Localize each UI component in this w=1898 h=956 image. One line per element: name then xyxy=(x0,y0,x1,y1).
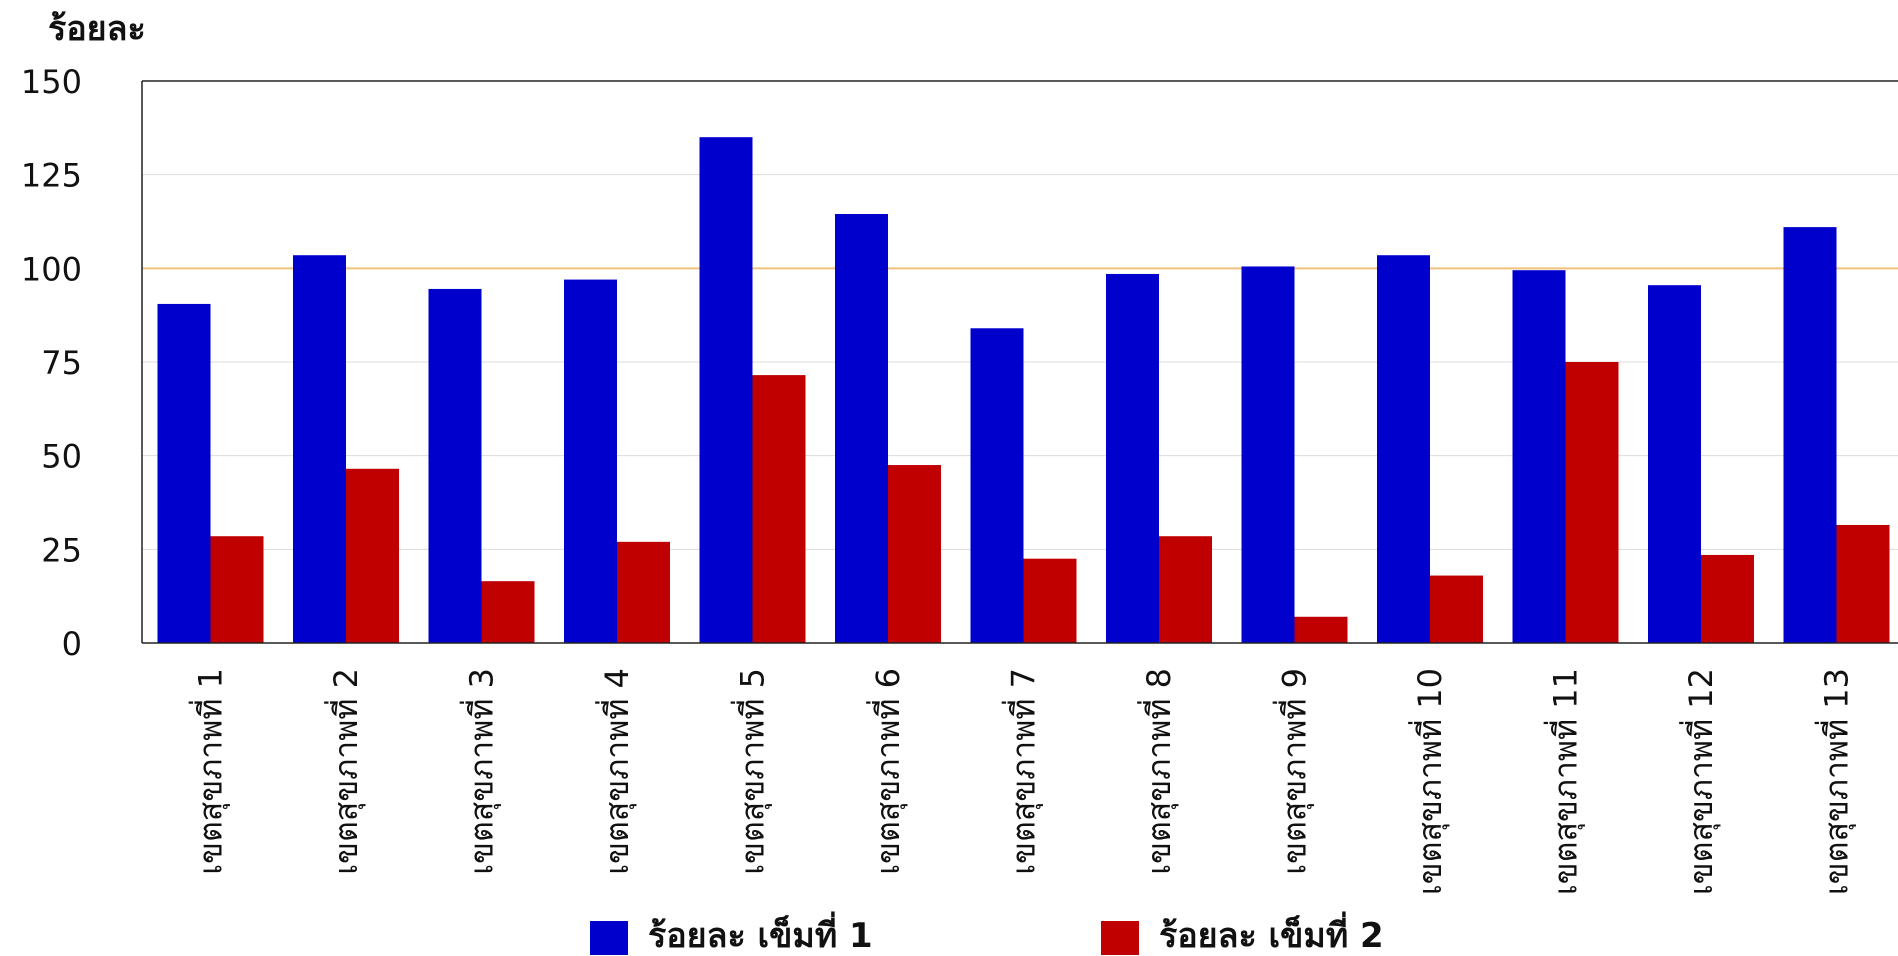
bar xyxy=(1836,524,1890,643)
bar xyxy=(699,137,753,643)
x-tick-label: เขตสุขภาพที่ 6 xyxy=(866,668,908,875)
legend: ร้อยละ เข็มที่ 1 ร้อยละ เข็มที่ 2 xyxy=(590,911,1384,956)
x-tick-label: เขตสุขภาพที่ 3 xyxy=(460,668,502,875)
bar xyxy=(1783,227,1837,643)
bars xyxy=(157,137,1890,644)
y-tick-label: 0 xyxy=(62,625,82,663)
bar xyxy=(1159,536,1212,643)
y-tick-labels: 0 25 50 75 100 125 150 xyxy=(21,63,82,663)
bar xyxy=(428,288,482,643)
y-tick-label: 150 xyxy=(21,63,82,101)
y-axis-label: ร้อยละ xyxy=(48,9,146,49)
y-tick-label: 100 xyxy=(21,250,82,288)
bar xyxy=(1377,255,1430,643)
x-tick-label: เขตสุขภาพที่ 4 xyxy=(595,668,637,875)
y-tick-label: 75 xyxy=(41,344,82,382)
bar xyxy=(210,536,264,643)
x-tick-label: เขตสุขภาพที่ 12 xyxy=(1679,668,1721,895)
bar xyxy=(970,328,1024,643)
bar xyxy=(1241,266,1295,643)
x-tick-label: เขตสุขภาพที่ 9 xyxy=(1273,668,1315,875)
bar xyxy=(293,255,346,643)
legend-swatch xyxy=(590,921,628,955)
x-tick-label: เขตสุขภาพที่ 8 xyxy=(1137,668,1179,875)
legend-label: ร้อยละ เข็มที่ 2 xyxy=(1159,911,1384,956)
bar xyxy=(888,465,941,643)
axes xyxy=(141,80,1898,644)
bar xyxy=(157,303,211,643)
x-tick-label: เขตสุขภาพที่ 11 xyxy=(1544,668,1586,895)
bar xyxy=(1701,554,1754,643)
bar xyxy=(1565,362,1619,643)
y-tick-label: 50 xyxy=(41,438,82,476)
bar xyxy=(1648,285,1701,643)
bar xyxy=(1106,273,1159,643)
bar xyxy=(1512,270,1566,643)
y-tick-label: 125 xyxy=(21,157,82,195)
bar xyxy=(1294,616,1348,643)
x-tick-label: เขตสุขภาพที่ 7 xyxy=(1002,668,1044,875)
bar xyxy=(1430,575,1483,643)
x-tick-label: เขตสุขภาพที่ 5 xyxy=(731,668,773,875)
x-tick-label: เขตสุขภาพที่ 10 xyxy=(1408,668,1450,895)
legend-swatch xyxy=(1101,921,1139,955)
bar xyxy=(835,214,888,644)
x-tick-label: เขตสุขภาพที่ 13 xyxy=(1815,668,1857,895)
bar xyxy=(752,375,806,643)
bar xyxy=(481,581,535,643)
bar xyxy=(1023,558,1077,643)
x-tick-label: เขตสุขภาพที่ 1 xyxy=(189,668,231,875)
y-tick-label: 25 xyxy=(41,531,82,569)
x-tick-labels: เขตสุขภาพที่ 1 เขตสุขภาพที่ 2 เขตสุขภาพที่… xyxy=(189,668,1857,895)
x-tick-label: เขตสุขภาพที่ 2 xyxy=(324,668,366,875)
bar xyxy=(564,279,617,643)
bar xyxy=(617,541,670,643)
bar xyxy=(346,468,399,643)
legend-label: ร้อยละ เข็มที่ 1 xyxy=(648,911,873,956)
